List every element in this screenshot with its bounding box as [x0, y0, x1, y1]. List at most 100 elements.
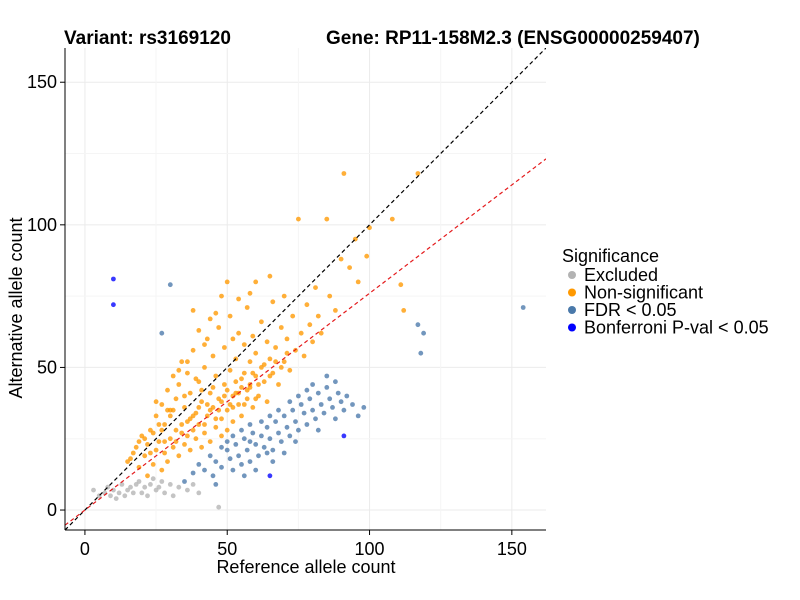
data-point [199, 387, 205, 393]
data-point [236, 330, 242, 336]
axes: 0 50 100 150 0 50 100 150 [27, 48, 546, 559]
legend-key [568, 306, 576, 314]
data-point [350, 402, 355, 407]
data-point [213, 424, 219, 430]
data-point [190, 482, 196, 487]
data-point [318, 402, 324, 407]
data-point [298, 402, 304, 407]
y-tick-label: 100 [27, 215, 57, 235]
data-point [170, 407, 176, 413]
data-point [355, 279, 361, 285]
data-point [298, 330, 304, 336]
data-point [347, 265, 352, 270]
data-point [333, 308, 338, 313]
data-point [276, 407, 281, 413]
data-point [91, 487, 96, 493]
data-point [247, 359, 253, 365]
data-point [281, 450, 287, 456]
data-point [259, 419, 264, 424]
data-point [355, 413, 361, 419]
data-point [264, 424, 270, 430]
data-point [321, 410, 327, 416]
data-point [239, 462, 244, 467]
data-point [301, 353, 307, 359]
data-point [165, 387, 170, 393]
data-point [253, 279, 259, 285]
data-point [281, 413, 287, 419]
data-point [190, 308, 196, 313]
data-point [244, 396, 250, 402]
data-point [196, 462, 202, 467]
data-point [267, 273, 273, 279]
data-point [182, 479, 187, 484]
data-point [179, 430, 185, 436]
data-point [145, 493, 150, 499]
data-point [421, 330, 426, 336]
data-point [113, 496, 119, 501]
data-point [150, 462, 156, 467]
data-point [233, 390, 239, 396]
data-point [241, 436, 247, 442]
legend-label: FDR < 0.05 [584, 300, 677, 320]
data-point [136, 439, 142, 444]
data-point [341, 171, 347, 176]
data-point [333, 379, 338, 385]
legend-title: Significance [562, 246, 659, 266]
data-point [253, 467, 259, 473]
data-point [261, 362, 267, 367]
data-point [153, 399, 159, 405]
data-point [190, 347, 196, 353]
data-point [187, 390, 193, 396]
data-point [227, 456, 233, 462]
data-point [162, 439, 168, 444]
data-point [293, 439, 298, 444]
data-point [125, 487, 130, 493]
data-point [222, 345, 227, 350]
data-point [361, 405, 367, 410]
data-point [202, 467, 207, 473]
data-point [170, 444, 176, 450]
data-point [233, 442, 239, 447]
data-point [196, 422, 202, 427]
data-point [310, 382, 315, 387]
data-point [287, 433, 293, 439]
data-point [162, 422, 168, 427]
legend-label: Bonferroni P-val < 0.05 [584, 318, 769, 338]
data-point [165, 459, 170, 464]
data-point [276, 382, 281, 387]
data-point [267, 473, 273, 479]
data-point [230, 336, 236, 342]
data-point [304, 302, 310, 308]
data-point [307, 396, 313, 402]
data-point [145, 442, 150, 447]
data-point [287, 399, 293, 405]
data-point [241, 402, 247, 407]
data-point [284, 350, 290, 356]
data-point [324, 373, 330, 379]
data-point [278, 325, 284, 330]
data-point [293, 419, 298, 424]
data-point [247, 290, 253, 296]
x-tick-label: 150 [497, 539, 527, 559]
data-point [176, 382, 182, 387]
data-point [156, 439, 162, 444]
data-point [301, 410, 307, 416]
data-point [415, 171, 421, 176]
data-point [236, 402, 242, 407]
data-point [224, 279, 230, 285]
data-point [162, 490, 168, 496]
data-point [139, 490, 145, 496]
data-point [199, 399, 205, 405]
data-point [224, 439, 230, 444]
legend-key [568, 271, 576, 279]
data-point [330, 405, 335, 410]
data-point [219, 399, 224, 405]
data-point [270, 447, 276, 453]
data-point [145, 473, 150, 479]
y-tick-label: 0 [47, 500, 57, 520]
data-point [153, 413, 159, 419]
data-point [196, 405, 202, 410]
data-point [207, 453, 213, 459]
data-point [153, 447, 159, 453]
